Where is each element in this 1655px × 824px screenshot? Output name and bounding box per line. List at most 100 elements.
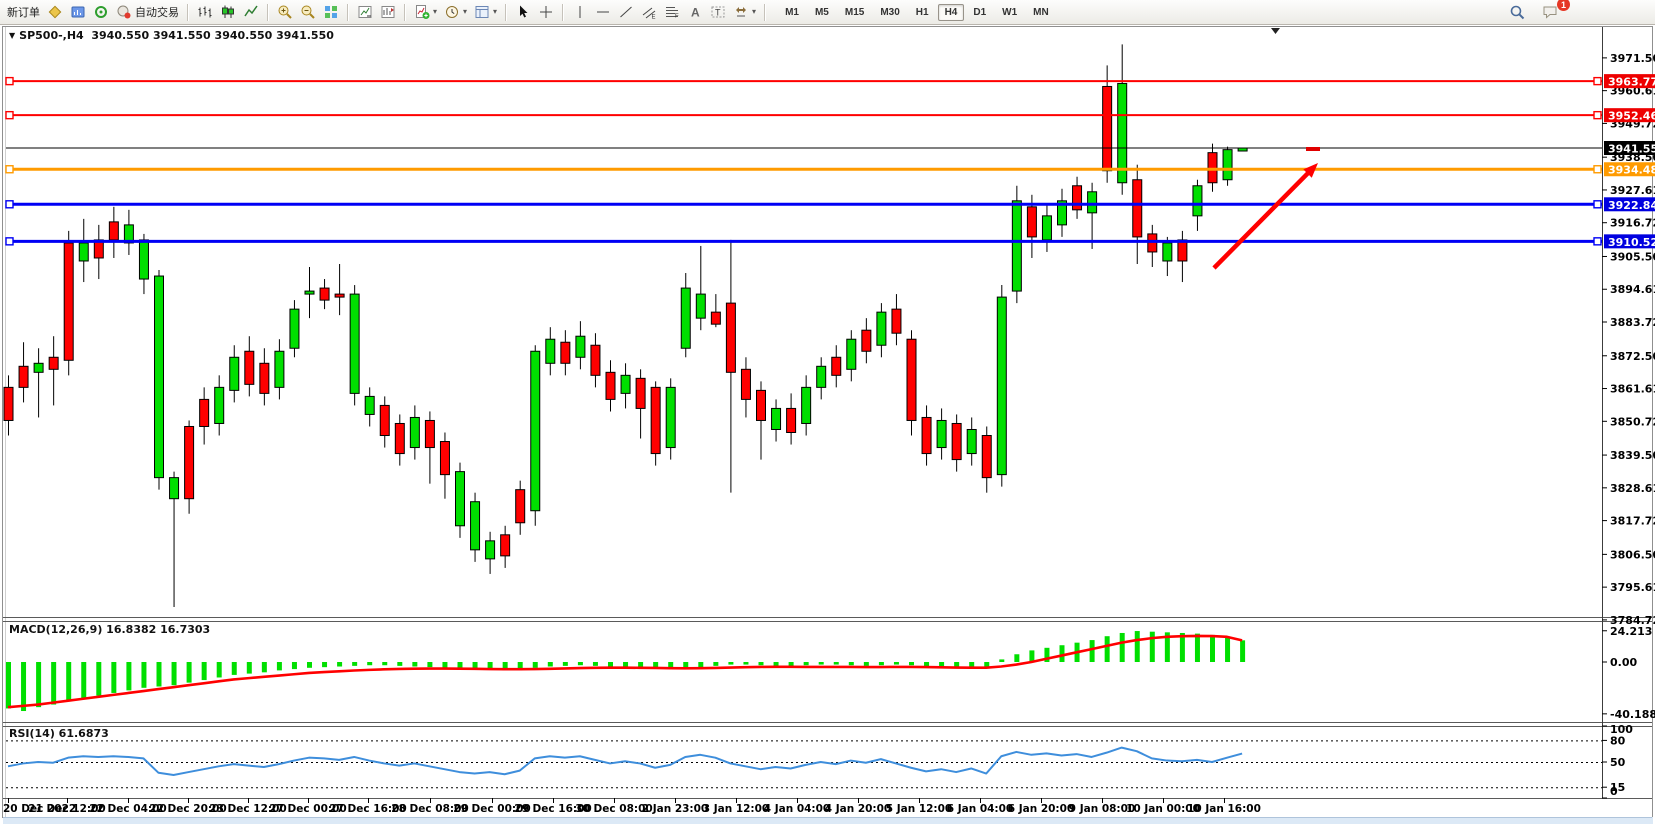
macd-histogram-bar bbox=[517, 662, 523, 670]
timeframe-h1[interactable]: H1 bbox=[915, 6, 929, 18]
fibonacci-icon: F bbox=[666, 7, 679, 20]
rsi-tick-label: 15 bbox=[1610, 781, 1625, 794]
price-label-box bbox=[1604, 74, 1655, 89]
periods-button[interactable]: ▾ bbox=[441, 2, 470, 22]
candle bbox=[259, 362, 270, 394]
hline-handle[interactable] bbox=[1593, 165, 1602, 174]
toolbar-separator bbox=[267, 3, 269, 21]
zoom-out-button[interactable] bbox=[297, 2, 319, 22]
text-icon: A bbox=[691, 6, 700, 20]
price-tick-label: 3872.500 bbox=[1610, 350, 1655, 363]
candle bbox=[319, 287, 330, 301]
hline-handle[interactable] bbox=[5, 200, 14, 209]
autotrade-label: 自动交易 bbox=[135, 7, 179, 19]
zoom-in-button[interactable] bbox=[274, 2, 296, 22]
trend-arrow[interactable] bbox=[1212, 167, 1314, 270]
candle bbox=[530, 350, 541, 512]
macd-histogram-bar bbox=[412, 662, 418, 667]
macd-histogram-bar bbox=[833, 662, 839, 665]
macd-histogram-bar bbox=[322, 662, 328, 668]
time-tick-label: 10 Jan 00:00 bbox=[1126, 803, 1200, 815]
timeframe-d1[interactable]: D1 bbox=[973, 6, 987, 18]
new-order-icon-button[interactable] bbox=[44, 2, 66, 22]
macd-histogram-bar bbox=[1089, 640, 1095, 662]
candle bbox=[996, 296, 1007, 476]
trend-arrow-head[interactable] bbox=[1303, 163, 1318, 178]
channel-button[interactable]: E bbox=[638, 2, 660, 22]
price-label-text: 3963.776 bbox=[1608, 76, 1655, 89]
templates-button[interactable]: ▾ bbox=[471, 2, 500, 22]
autoscroll-marker[interactable] bbox=[1271, 28, 1280, 34]
candle bbox=[78, 242, 89, 262]
chat-button[interactable]: 1 bbox=[1539, 0, 1570, 22]
timeframe-m5[interactable]: M5 bbox=[814, 6, 829, 18]
zoom-in-icon bbox=[278, 5, 292, 19]
timeframe-m15[interactable]: M15 bbox=[844, 6, 865, 18]
trendline-icon bbox=[620, 6, 632, 18]
hline-handle[interactable] bbox=[5, 76, 14, 86]
hline-handle[interactable] bbox=[1593, 110, 1602, 120]
search-button[interactable] bbox=[1506, 2, 1529, 22]
macd-histogram-bar bbox=[126, 662, 132, 691]
bar-chart-button[interactable] bbox=[194, 2, 216, 22]
hline-handle[interactable] bbox=[1593, 76, 1602, 86]
expert-advisor-button[interactable] bbox=[90, 2, 112, 22]
timeframe-m30[interactable]: M30 bbox=[880, 6, 900, 18]
macd-histogram-bar bbox=[1179, 632, 1185, 662]
tile-windows-button[interactable] bbox=[320, 2, 342, 22]
fibonacci-button[interactable]: F bbox=[661, 2, 683, 22]
candlestick-button[interactable] bbox=[217, 2, 239, 22]
autotrade-button[interactable]: 自动交易 bbox=[113, 2, 182, 22]
hline-handle[interactable] bbox=[5, 165, 14, 174]
indicators-button[interactable]: ▾ bbox=[411, 2, 440, 22]
vline-icon bbox=[579, 6, 581, 18]
hline-button[interactable] bbox=[592, 2, 614, 22]
macd-tick-label: -40.188 bbox=[1610, 708, 1655, 721]
arrows-button[interactable]: ▾ bbox=[730, 2, 759, 22]
crosshair-button[interactable] bbox=[535, 2, 557, 22]
notification-badge: 1 bbox=[1557, 0, 1570, 11]
macd-histogram-bar bbox=[21, 662, 27, 712]
timeframe-w1[interactable]: W1 bbox=[1002, 6, 1018, 18]
line-chart-button[interactable] bbox=[240, 2, 262, 22]
text-label-button[interactable]: T bbox=[707, 2, 729, 22]
macd-histogram-bar bbox=[758, 662, 764, 666]
candle bbox=[154, 275, 164, 479]
price-label-text: 3941.550 bbox=[1608, 143, 1655, 156]
vline-button[interactable] bbox=[569, 2, 591, 22]
hline-handle[interactable] bbox=[5, 110, 14, 120]
macd-histogram-bar bbox=[713, 662, 719, 666]
cursor-button[interactable] bbox=[512, 2, 534, 22]
macd-histogram-bar bbox=[51, 662, 57, 705]
arrange-chart-button[interactable] bbox=[354, 2, 376, 22]
new-order-button[interactable]: 新订单 bbox=[4, 2, 43, 22]
chart-menu-icon[interactable]: ▼ bbox=[9, 31, 16, 40]
macd-histogram-bar bbox=[487, 662, 493, 670]
macd-histogram-bar bbox=[156, 662, 162, 687]
macd-histogram-bar bbox=[863, 662, 869, 666]
chart-window-button[interactable] bbox=[67, 2, 89, 22]
hline-handle[interactable] bbox=[5, 237, 14, 246]
time-tick-label: 23 Dec 12:00 bbox=[209, 803, 286, 815]
text-button[interactable]: A bbox=[684, 2, 706, 22]
macd-histogram-bar bbox=[1225, 637, 1231, 662]
shift-chart-button[interactable] bbox=[377, 2, 399, 22]
timeframe-h4[interactable]: H4 bbox=[937, 3, 965, 21]
toolbar-separator bbox=[187, 3, 189, 21]
candle bbox=[349, 293, 360, 394]
time-tick-label: 21 Dec 12:00 bbox=[28, 803, 105, 815]
arrange-chart-icon bbox=[358, 6, 372, 18]
candle bbox=[138, 239, 149, 280]
hline-handle[interactable] bbox=[1593, 237, 1602, 246]
timeframe-mn[interactable]: MN bbox=[1033, 6, 1049, 18]
periods-icon bbox=[446, 6, 459, 18]
hline-handle[interactable] bbox=[1593, 200, 1602, 209]
candle bbox=[665, 386, 676, 449]
macd-histogram-bar bbox=[201, 662, 207, 681]
price-tick-label: 3817.720 bbox=[1610, 515, 1655, 528]
candle bbox=[18, 365, 29, 388]
timeframe-m1[interactable]: M1 bbox=[785, 6, 799, 18]
trendline-button[interactable] bbox=[615, 2, 637, 22]
macd-histogram-bar bbox=[532, 662, 538, 668]
